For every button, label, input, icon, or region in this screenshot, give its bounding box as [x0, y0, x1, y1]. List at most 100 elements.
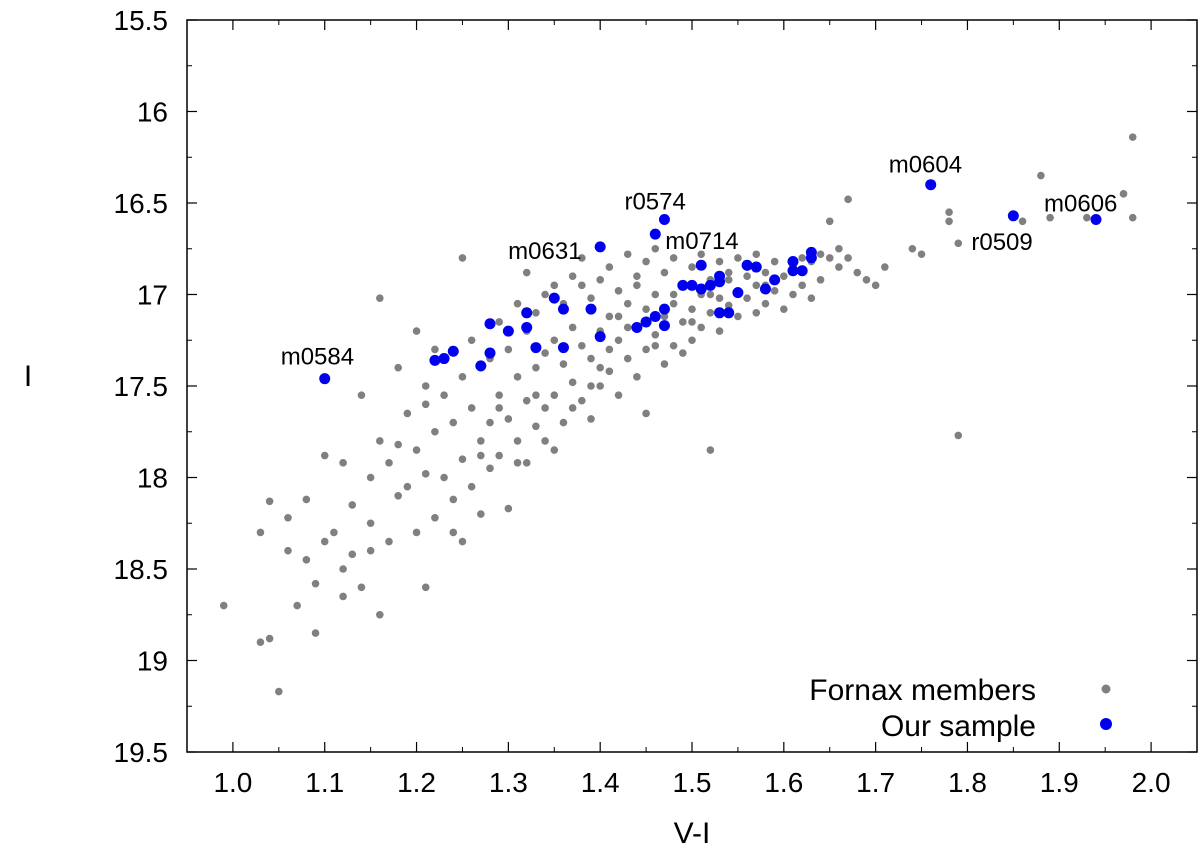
- sample-point: [1090, 213, 1102, 225]
- fornax-member-point: [550, 446, 559, 454]
- point-annotations: m0584 m0631 r0574 m0714 m0604 r0509 m0606: [281, 152, 1118, 371]
- fornax-member-point: [688, 263, 696, 271]
- fornax-member-point: [449, 495, 458, 504]
- x-tick-label: 1.6: [764, 767, 803, 798]
- sample-point: [594, 241, 606, 253]
- fornax-member-point: [688, 318, 696, 326]
- fornax-member-point: [532, 391, 540, 399]
- fornax-member-point: [513, 373, 522, 381]
- fornax-member-point: [706, 290, 715, 299]
- fornax-member-point: [844, 195, 852, 204]
- fornax-member-point: [679, 318, 687, 326]
- fornax-member-point: [614, 391, 623, 399]
- fornax-member-point: [568, 404, 577, 412]
- fornax-member-point: [724, 276, 733, 284]
- fornax-member-point: [651, 244, 660, 253]
- fornax-member-point: [743, 272, 751, 281]
- fornax-member-point: [623, 323, 632, 332]
- fornax-member-point: [1128, 133, 1137, 141]
- fornax-member-point: [477, 510, 485, 518]
- fornax-member-point: [330, 528, 338, 537]
- fornax-member-point: [421, 400, 430, 409]
- fornax-member-point: [1128, 213, 1137, 222]
- data-points: [219, 133, 1137, 696]
- fornax-member-point: [669, 290, 678, 299]
- fornax-member-point: [614, 287, 623, 295]
- fornax-member-point: [734, 312, 742, 321]
- y-axis-title: I: [24, 360, 32, 393]
- fornax-member-point: [265, 634, 274, 643]
- fornax-member-point: [596, 276, 604, 284]
- fornax-member-point: [568, 272, 577, 281]
- sample-point: [557, 342, 569, 354]
- fornax-member-point: [550, 391, 559, 399]
- fornax-member-point: [256, 528, 265, 537]
- fornax-member-point: [724, 301, 733, 310]
- fornax-member-point: [697, 250, 705, 259]
- sample-point: [750, 261, 762, 273]
- fornax-member-point: [706, 446, 715, 454]
- legend-label-sample: Our sample: [881, 710, 1036, 743]
- fornax-member-point: [467, 336, 476, 345]
- sample-point: [686, 279, 698, 291]
- y-tick-label: 18.5: [114, 554, 169, 585]
- x-tick-label: 1.4: [581, 767, 620, 798]
- fornax-member-point: [495, 451, 503, 460]
- fornax-member-point: [366, 546, 375, 555]
- fornax-member-point: [550, 336, 559, 345]
- fornax-member-point: [385, 459, 393, 467]
- fornax-member-point: [660, 360, 669, 368]
- sample-point: [447, 345, 459, 357]
- fornax-member-point: [954, 431, 963, 440]
- fornax-member-point: [798, 281, 806, 290]
- fornax-member-point: [541, 290, 549, 299]
- fornax-member-point: [357, 391, 366, 399]
- fornax-member-point: [339, 592, 347, 601]
- fornax-member-point: [578, 254, 586, 262]
- fornax-member-point: [421, 382, 430, 390]
- fornax-member-point: [495, 404, 503, 412]
- x-axis-title: V-I: [674, 817, 711, 850]
- sample-point: [557, 303, 569, 315]
- fornax-member-point: [376, 294, 384, 302]
- fornax-member-point: [614, 312, 623, 321]
- sample-point: [732, 287, 744, 299]
- fornax-member-point: [522, 459, 531, 467]
- fornax-member-point: [596, 363, 604, 372]
- fornax-member-point: [486, 464, 494, 473]
- fornax-member-point: [752, 309, 761, 317]
- sample-point: [521, 307, 533, 319]
- sample-point: [649, 228, 661, 240]
- legend-label-fornax: Fornax members: [809, 674, 1036, 707]
- fornax-member-point: [651, 330, 660, 339]
- fornax-member-point: [348, 550, 357, 559]
- fornax-member-point: [431, 513, 439, 522]
- fornax-member-point: [412, 446, 421, 454]
- fornax-member-point: [320, 537, 329, 546]
- fornax-member-point: [412, 327, 421, 335]
- y-tick-label: 18: [137, 463, 168, 494]
- fornax-member-point: [431, 345, 439, 354]
- fornax-member-point: [578, 281, 586, 290]
- x-tick-label: 1.5: [673, 767, 712, 798]
- x-tick-label: 1.8: [948, 767, 987, 798]
- sample-point: [695, 259, 707, 271]
- fornax-member-point: [458, 254, 467, 262]
- fornax-member-point: [449, 418, 458, 427]
- sample-point: [677, 279, 689, 291]
- fornax-member-point: [761, 299, 770, 308]
- fornax-member-point: [697, 323, 705, 332]
- fornax-member-point: [844, 254, 852, 262]
- sample-point: [438, 353, 450, 365]
- fornax-member-point: [780, 272, 788, 281]
- x-tick-label: 1.9: [1040, 767, 1079, 798]
- fornax-member-point: [550, 281, 559, 290]
- fornax-member-point: [835, 244, 843, 253]
- fornax-member-point: [311, 629, 320, 637]
- fornax-member-point: [954, 239, 963, 248]
- fornax-member-point: [651, 290, 660, 299]
- fornax-member-point: [770, 257, 779, 266]
- fornax-member-point: [816, 250, 825, 259]
- sample-point: [658, 303, 670, 315]
